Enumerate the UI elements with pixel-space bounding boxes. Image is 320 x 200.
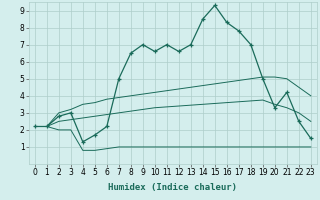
- X-axis label: Humidex (Indice chaleur): Humidex (Indice chaleur): [108, 183, 237, 192]
